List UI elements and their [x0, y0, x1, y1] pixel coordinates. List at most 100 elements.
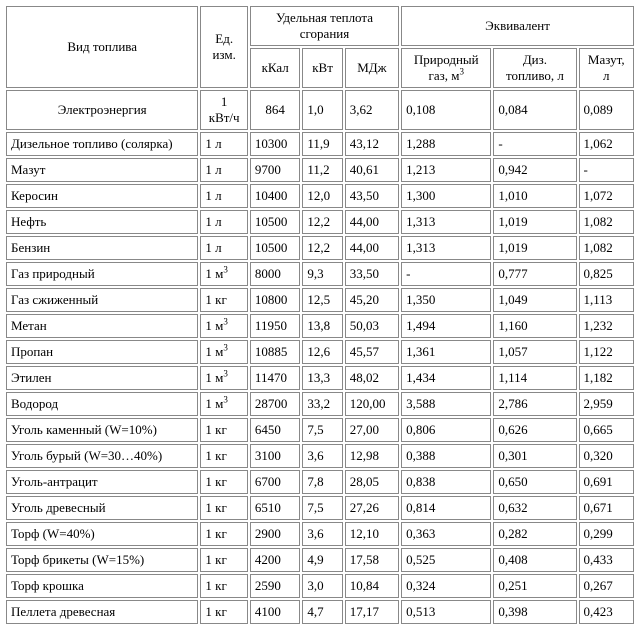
cell-kkal: 3100	[250, 444, 300, 468]
header-fuel-type: Вид топлива	[6, 6, 198, 88]
table-row: Пропан1 м31088512,645,571,3611,0571,122	[6, 340, 634, 364]
cell-name: Дизельное топливо (солярка)	[6, 132, 198, 156]
header-mazut: Мазут, л	[579, 48, 635, 88]
cell-kvt: 4,7	[302, 600, 342, 624]
cell-gas: 1,300	[401, 184, 491, 208]
table-row: Этилен1 м31147013,348,021,4341,1141,182	[6, 366, 634, 390]
cell-kkal: 11470	[250, 366, 300, 390]
cell-kvt: 13,3	[302, 366, 342, 390]
cell-mdj: 17,58	[345, 548, 399, 572]
cell-kkal: 8000	[250, 262, 300, 286]
cell-diesel: 0,301	[493, 444, 576, 468]
cell-diesel: 1,019	[493, 210, 576, 234]
cell-unit: 1 л	[200, 236, 248, 260]
cell-mazut: 1,232	[579, 314, 635, 338]
cell-unit: 1 кг	[200, 288, 248, 312]
cell-kvt: 12,6	[302, 340, 342, 364]
cell-mdj: 50,03	[345, 314, 399, 338]
table-body: Электроэнергия 1кВт/ч 864 1,0 3,62 0,108…	[6, 90, 634, 624]
cell-diesel: 0,398	[493, 600, 576, 624]
cell-kkal: 10300	[250, 132, 300, 156]
cell-gas: 3,588	[401, 392, 491, 416]
cell-kvt: 3,0	[302, 574, 342, 598]
cell-diesel: 0,777	[493, 262, 576, 286]
cell-mdj: 40,61	[345, 158, 399, 182]
cell-diesel: 1,057	[493, 340, 576, 364]
cell-diesel: 0,942	[493, 158, 576, 182]
cell-mdj: 28,05	[345, 470, 399, 494]
cell-mdj: 27,26	[345, 496, 399, 520]
cell-mdj: 45,20	[345, 288, 399, 312]
cell-diesel: 0,251	[493, 574, 576, 598]
cell-diesel: 1,019	[493, 236, 576, 260]
cell-kkal: 6700	[250, 470, 300, 494]
cell-unit: 1 м3	[200, 314, 248, 338]
cell-unit: 1кВт/ч	[200, 90, 248, 130]
cell-kvt: 3,6	[302, 444, 342, 468]
cell-diesel: 1,049	[493, 288, 576, 312]
cell-mazut: 0,433	[579, 548, 635, 572]
table-row: Пеллета древесная1 кг41004,717,170,5130,…	[6, 600, 634, 624]
cell-name: Уголь бурый (W=30…40%)	[6, 444, 198, 468]
cell-name: Уголь каменный (W=10%)	[6, 418, 198, 442]
cell-kkal: 10885	[250, 340, 300, 364]
cell-mdj: 44,00	[345, 236, 399, 260]
cell-gas: 0,388	[401, 444, 491, 468]
cell-name: Уголь древесный	[6, 496, 198, 520]
cell-kvt: 12,2	[302, 210, 342, 234]
table-row: Торф брикеты (W=15%)1 кг42004,917,580,52…	[6, 548, 634, 572]
cell-gas: 1,434	[401, 366, 491, 390]
cell-mazut: 1,182	[579, 366, 635, 390]
cell-unit: 1 м3	[200, 392, 248, 416]
cell-gas: 1,361	[401, 340, 491, 364]
cell-kvt: 7,5	[302, 418, 342, 442]
cell-gas: 0,513	[401, 600, 491, 624]
cell-name: Электроэнергия	[6, 90, 198, 130]
cell-diesel: 1,010	[493, 184, 576, 208]
cell-name: Пеллета древесная	[6, 600, 198, 624]
cell-mazut: 0,320	[579, 444, 635, 468]
cell-kvt: 9,3	[302, 262, 342, 286]
cell-name: Пропан	[6, 340, 198, 364]
cell-kvt: 3,6	[302, 522, 342, 546]
table-row: Водород1 м32870033,2120,003,5882,7862,95…	[6, 392, 634, 416]
cell-name: Нефть	[6, 210, 198, 234]
cell-mazut: 0,825	[579, 262, 635, 286]
table-row: Уголь-антрацит1 кг67007,828,050,8380,650…	[6, 470, 634, 494]
cell-name: Газ сжиженный	[6, 288, 198, 312]
table-row: Уголь древесный1 кг65107,527,260,8140,63…	[6, 496, 634, 520]
cell-diesel: -	[493, 132, 576, 156]
table-row: Бензин1 л1050012,244,001,3131,0191,082	[6, 236, 634, 260]
cell-gas: 0,814	[401, 496, 491, 520]
fuel-table: Вид топлива Ед. изм. Удельная теплота сг…	[4, 4, 636, 626]
cell-kkal: 6510	[250, 496, 300, 520]
cell-name: Уголь-антрацит	[6, 470, 198, 494]
cell-kkal: 4100	[250, 600, 300, 624]
cell-diesel: 1,114	[493, 366, 576, 390]
cell-diesel: 1,160	[493, 314, 576, 338]
cell-mdj: 10,84	[345, 574, 399, 598]
cell-gas: 1,213	[401, 158, 491, 182]
cell-kkal: 10800	[250, 288, 300, 312]
cell-unit: 1 кг	[200, 574, 248, 598]
table-row: Метан1 м31195013,850,031,4941,1601,232	[6, 314, 634, 338]
cell-name: Торф брикеты (W=15%)	[6, 548, 198, 572]
cell-kkal: 10500	[250, 236, 300, 260]
cell-gas: 0,108	[401, 90, 491, 130]
cell-unit: 1 м3	[200, 262, 248, 286]
cell-unit: 1 кг	[200, 444, 248, 468]
cell-name: Газ природный	[6, 262, 198, 286]
cell-name: Керосин	[6, 184, 198, 208]
cell-mazut: 2,959	[579, 392, 635, 416]
cell-mazut: 1,082	[579, 236, 635, 260]
table-row: Мазут1 л970011,240,611,2130,942-	[6, 158, 634, 182]
header-kvt: кВт	[302, 48, 342, 88]
cell-mdj: 43,50	[345, 184, 399, 208]
cell-gas: 0,525	[401, 548, 491, 572]
cell-mazut: 0,671	[579, 496, 635, 520]
cell-kvt: 1,0	[302, 90, 342, 130]
cell-gas: 1,494	[401, 314, 491, 338]
cell-name: Метан	[6, 314, 198, 338]
cell-diesel: 0,084	[493, 90, 576, 130]
cell-kvt: 12,2	[302, 236, 342, 260]
